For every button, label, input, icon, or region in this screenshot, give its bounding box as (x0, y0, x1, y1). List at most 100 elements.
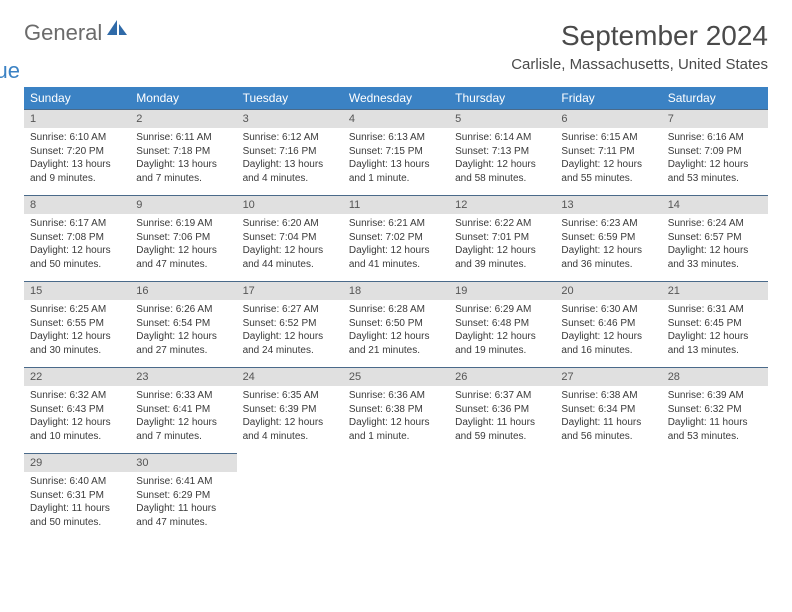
daylight-text-1: Daylight: 12 hours (30, 416, 124, 430)
daylight-text-1: Daylight: 11 hours (561, 416, 655, 430)
day-number: 9 (130, 196, 236, 215)
day-number: 17 (237, 282, 343, 301)
sunrise-text: Sunrise: 6:33 AM (136, 389, 230, 403)
daylight-text-1: Daylight: 12 hours (561, 330, 655, 344)
daylight-text-1: Daylight: 12 hours (30, 244, 124, 258)
sunrise-text: Sunrise: 6:40 AM (30, 475, 124, 489)
day-cell: Sunrise: 6:23 AMSunset: 6:59 PMDaylight:… (555, 214, 661, 282)
daylight-text-1: Daylight: 12 hours (668, 244, 762, 258)
daylight-text-1: Daylight: 13 hours (243, 158, 337, 172)
day-cell: Sunrise: 6:33 AMSunset: 6:41 PMDaylight:… (130, 386, 236, 454)
daylight-text-2: and 47 minutes. (136, 516, 230, 530)
day-cell: Sunrise: 6:25 AMSunset: 6:55 PMDaylight:… (24, 300, 130, 368)
sunrise-text: Sunrise: 6:25 AM (30, 303, 124, 317)
day-number: 13 (555, 196, 661, 215)
day-number: 8 (24, 196, 130, 215)
day-number: 6 (555, 110, 661, 129)
sunset-text: Sunset: 7:04 PM (243, 231, 337, 245)
sunset-text: Sunset: 6:32 PM (668, 403, 762, 417)
day-cell: Sunrise: 6:19 AMSunset: 7:06 PMDaylight:… (130, 214, 236, 282)
daylight-text-2: and 41 minutes. (349, 258, 443, 272)
day-detail-row: Sunrise: 6:10 AMSunset: 7:20 PMDaylight:… (24, 128, 768, 196)
daylight-text-2: and 59 minutes. (455, 430, 549, 444)
sunrise-text: Sunrise: 6:21 AM (349, 217, 443, 231)
daylight-text-1: Daylight: 12 hours (243, 244, 337, 258)
day-number: 16 (130, 282, 236, 301)
sunrise-text: Sunrise: 6:36 AM (349, 389, 443, 403)
month-title: September 2024 (511, 20, 768, 52)
day-number: 24 (237, 368, 343, 387)
daylight-text-2: and 4 minutes. (243, 172, 337, 186)
day-cell: Sunrise: 6:36 AMSunset: 6:38 PMDaylight:… (343, 386, 449, 454)
sunrise-text: Sunrise: 6:35 AM (243, 389, 337, 403)
day-number: 3 (237, 110, 343, 129)
sunrise-text: Sunrise: 6:22 AM (455, 217, 549, 231)
day-cell (237, 472, 343, 539)
day-cell (449, 472, 555, 539)
daylight-text-2: and 21 minutes. (349, 344, 443, 358)
daylight-text-2: and 36 minutes. (561, 258, 655, 272)
daylight-text-1: Daylight: 12 hours (243, 330, 337, 344)
day-number: 27 (555, 368, 661, 387)
sunset-text: Sunset: 6:57 PM (668, 231, 762, 245)
dow-saturday: Saturday (662, 87, 768, 110)
day-cell: Sunrise: 6:17 AMSunset: 7:08 PMDaylight:… (24, 214, 130, 282)
day-number (237, 454, 343, 473)
day-number: 22 (24, 368, 130, 387)
dow-wednesday: Wednesday (343, 87, 449, 110)
dow-sunday: Sunday (24, 87, 130, 110)
sunrise-text: Sunrise: 6:20 AM (243, 217, 337, 231)
day-cell: Sunrise: 6:11 AMSunset: 7:18 PMDaylight:… (130, 128, 236, 196)
day-detail-row: Sunrise: 6:17 AMSunset: 7:08 PMDaylight:… (24, 214, 768, 282)
day-detail-row: Sunrise: 6:32 AMSunset: 6:43 PMDaylight:… (24, 386, 768, 454)
sunset-text: Sunset: 7:15 PM (349, 145, 443, 159)
day-cell: Sunrise: 6:13 AMSunset: 7:15 PMDaylight:… (343, 128, 449, 196)
sunset-text: Sunset: 6:59 PM (561, 231, 655, 245)
sunset-text: Sunset: 6:46 PM (561, 317, 655, 331)
daylight-text-2: and 16 minutes. (561, 344, 655, 358)
sunrise-text: Sunrise: 6:30 AM (561, 303, 655, 317)
daylight-text-2: and 1 minute. (349, 172, 443, 186)
day-cell: Sunrise: 6:28 AMSunset: 6:50 PMDaylight:… (343, 300, 449, 368)
day-number (343, 454, 449, 473)
daylight-text-2: and 24 minutes. (243, 344, 337, 358)
day-number: 10 (237, 196, 343, 215)
sunset-text: Sunset: 6:34 PM (561, 403, 655, 417)
day-detail-row: Sunrise: 6:40 AMSunset: 6:31 PMDaylight:… (24, 472, 768, 539)
header: General Blue September 2024 Carlisle, Ma… (24, 20, 768, 73)
daylight-text-1: Daylight: 11 hours (668, 416, 762, 430)
day-number-row: 22232425262728 (24, 368, 768, 387)
sunset-text: Sunset: 7:08 PM (30, 231, 124, 245)
day-number-row: 891011121314 (24, 196, 768, 215)
sunset-text: Sunset: 7:06 PM (136, 231, 230, 245)
sunrise-text: Sunrise: 6:38 AM (561, 389, 655, 403)
day-number-row: 2930 (24, 454, 768, 473)
sunset-text: Sunset: 6:55 PM (30, 317, 124, 331)
day-cell: Sunrise: 6:20 AMSunset: 7:04 PMDaylight:… (237, 214, 343, 282)
sunrise-text: Sunrise: 6:41 AM (136, 475, 230, 489)
day-cell: Sunrise: 6:15 AMSunset: 7:11 PMDaylight:… (555, 128, 661, 196)
day-cell (343, 472, 449, 539)
daylight-text-1: Daylight: 12 hours (455, 244, 549, 258)
day-number: 11 (343, 196, 449, 215)
day-cell: Sunrise: 6:30 AMSunset: 6:46 PMDaylight:… (555, 300, 661, 368)
daylight-text-1: Daylight: 13 hours (30, 158, 124, 172)
day-number: 20 (555, 282, 661, 301)
sunset-text: Sunset: 7:16 PM (243, 145, 337, 159)
day-cell: Sunrise: 6:14 AMSunset: 7:13 PMDaylight:… (449, 128, 555, 196)
sunset-text: Sunset: 7:18 PM (136, 145, 230, 159)
day-cell: Sunrise: 6:29 AMSunset: 6:48 PMDaylight:… (449, 300, 555, 368)
daylight-text-2: and 7 minutes. (136, 172, 230, 186)
day-cell (555, 472, 661, 539)
day-cell: Sunrise: 6:27 AMSunset: 6:52 PMDaylight:… (237, 300, 343, 368)
day-number: 25 (343, 368, 449, 387)
calendar-table: Sunday Monday Tuesday Wednesday Thursday… (24, 87, 768, 539)
daylight-text-2: and 33 minutes. (668, 258, 762, 272)
day-number-row: 15161718192021 (24, 282, 768, 301)
location-text: Carlisle, Massachusetts, United States (511, 56, 768, 73)
sunrise-text: Sunrise: 6:13 AM (349, 131, 443, 145)
daylight-text-2: and 27 minutes. (136, 344, 230, 358)
sunset-text: Sunset: 6:54 PM (136, 317, 230, 331)
sunset-text: Sunset: 6:45 PM (668, 317, 762, 331)
daylight-text-1: Daylight: 12 hours (349, 244, 443, 258)
